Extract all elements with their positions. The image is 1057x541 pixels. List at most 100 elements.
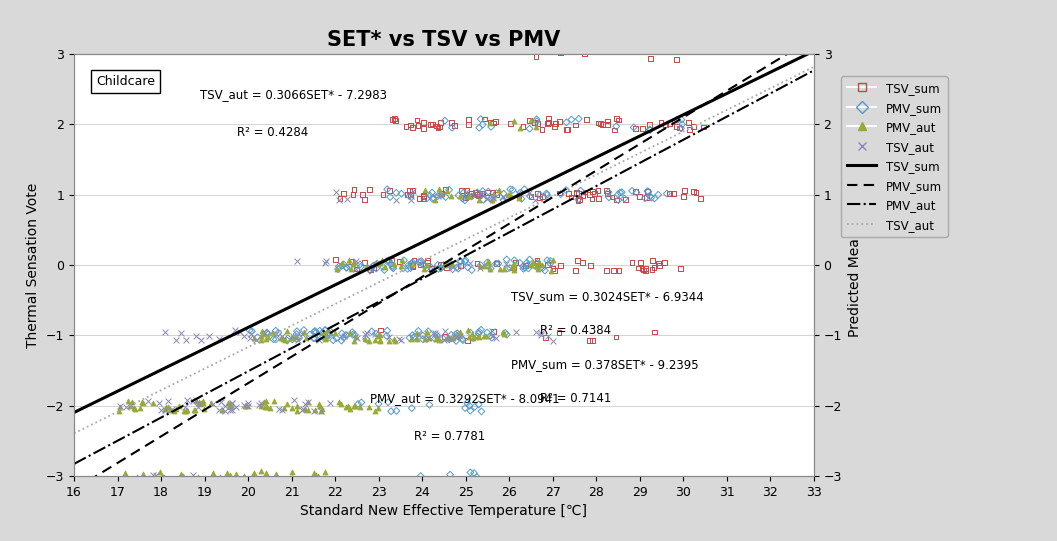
Point bbox=[461, 333, 478, 341]
Point bbox=[506, 256, 523, 265]
Point bbox=[463, 192, 480, 201]
Point bbox=[375, 262, 392, 271]
Point bbox=[111, 401, 128, 410]
Point bbox=[299, 398, 316, 407]
Point bbox=[335, 260, 352, 269]
Point bbox=[384, 263, 401, 272]
Point bbox=[511, 193, 527, 202]
Point bbox=[211, 472, 228, 481]
Point bbox=[612, 48, 629, 56]
Point bbox=[646, 194, 663, 203]
Point bbox=[203, 399, 220, 407]
Point bbox=[633, 265, 650, 273]
Point bbox=[460, 326, 477, 334]
Point bbox=[512, 123, 528, 132]
Text: PMV_aut = 0.3292SET* - 8.0941: PMV_aut = 0.3292SET* - 8.0941 bbox=[370, 392, 559, 405]
Point bbox=[680, 118, 697, 127]
Point bbox=[318, 333, 335, 341]
Point bbox=[388, 188, 405, 197]
Point bbox=[480, 257, 497, 266]
Point bbox=[332, 194, 349, 202]
Point bbox=[472, 407, 489, 415]
Point bbox=[528, 117, 545, 126]
Point bbox=[668, 55, 685, 64]
Point bbox=[340, 256, 357, 265]
Point bbox=[317, 326, 334, 334]
Point bbox=[479, 194, 496, 203]
Point bbox=[383, 407, 400, 415]
Point bbox=[431, 336, 448, 345]
Point bbox=[283, 404, 300, 412]
Point bbox=[305, 327, 322, 336]
Point bbox=[254, 327, 271, 335]
Point bbox=[419, 194, 435, 202]
Point bbox=[636, 194, 653, 202]
Point bbox=[210, 405, 227, 414]
Point bbox=[192, 477, 209, 485]
Point bbox=[694, 123, 711, 131]
Point bbox=[548, 120, 564, 128]
Point bbox=[297, 405, 314, 413]
Point bbox=[333, 259, 350, 268]
Point bbox=[305, 469, 322, 478]
Point bbox=[404, 331, 421, 340]
Point bbox=[236, 401, 253, 410]
Point bbox=[126, 404, 143, 413]
Point bbox=[445, 263, 462, 272]
Point bbox=[669, 115, 686, 124]
Point bbox=[590, 187, 607, 195]
Point bbox=[368, 329, 385, 338]
Point bbox=[385, 264, 402, 273]
Point bbox=[245, 333, 262, 342]
Point bbox=[192, 336, 209, 345]
Point bbox=[432, 118, 449, 127]
Point bbox=[599, 189, 616, 198]
Point bbox=[335, 189, 352, 197]
Point bbox=[457, 256, 474, 265]
Point bbox=[533, 331, 550, 339]
Point bbox=[528, 256, 545, 265]
Point bbox=[384, 261, 401, 270]
Point bbox=[569, 188, 586, 197]
Point bbox=[393, 261, 410, 270]
Point bbox=[259, 403, 276, 411]
Point bbox=[352, 262, 369, 271]
Point bbox=[415, 191, 432, 200]
Point bbox=[401, 187, 418, 195]
Point bbox=[592, 119, 609, 128]
Point bbox=[361, 266, 378, 275]
Point bbox=[217, 402, 234, 411]
Point bbox=[368, 264, 385, 273]
Point bbox=[484, 332, 501, 340]
Point bbox=[427, 334, 444, 343]
Point bbox=[464, 334, 481, 342]
Point bbox=[354, 190, 371, 199]
Point bbox=[472, 115, 489, 123]
Point bbox=[524, 258, 541, 266]
Point bbox=[432, 190, 449, 199]
Point bbox=[471, 263, 488, 272]
Point bbox=[482, 332, 499, 340]
Point bbox=[367, 330, 384, 339]
Point bbox=[340, 401, 357, 410]
Point bbox=[404, 186, 421, 195]
Point bbox=[210, 334, 227, 343]
Point bbox=[457, 404, 474, 412]
Point bbox=[352, 260, 369, 269]
Point bbox=[535, 263, 552, 272]
Point bbox=[416, 262, 433, 270]
Point bbox=[610, 116, 627, 124]
Point bbox=[515, 265, 532, 273]
Point bbox=[222, 471, 239, 479]
Point bbox=[131, 476, 148, 485]
Point bbox=[194, 397, 211, 406]
Point bbox=[665, 189, 682, 197]
Point bbox=[451, 192, 468, 201]
Point bbox=[388, 116, 405, 125]
Point bbox=[641, 187, 657, 196]
Point bbox=[611, 266, 628, 274]
Point bbox=[231, 328, 248, 337]
Point bbox=[360, 337, 377, 345]
Point bbox=[279, 400, 296, 408]
Point bbox=[409, 334, 426, 343]
